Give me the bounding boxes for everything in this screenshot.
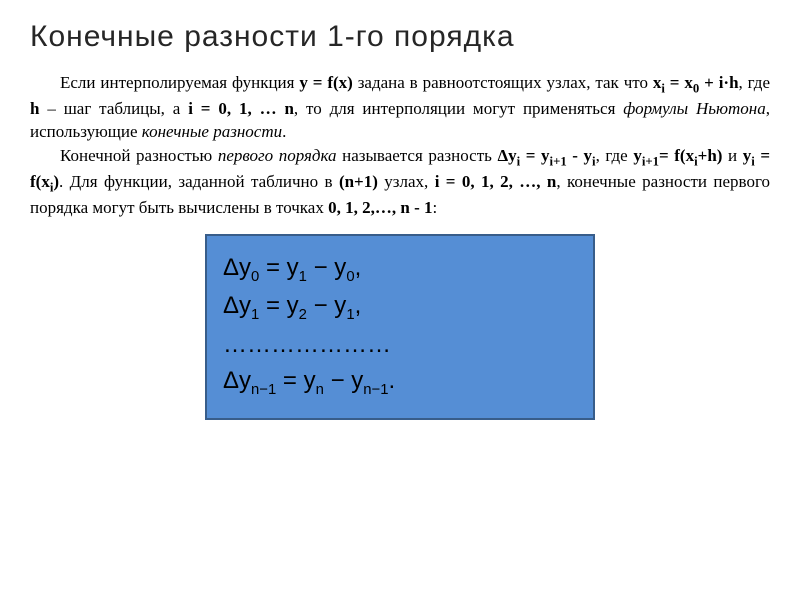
formula-line-2: Δy1 = y2 − y1, (223, 292, 577, 323)
formula-text: i = 0, 1, 2, …, n (435, 172, 557, 191)
formula-text: 0, 1, 2,…, n - 1 (328, 198, 432, 217)
formula-line-1: Δy0 = y1 − y0, (223, 254, 577, 285)
italic-text: первого порядка (218, 146, 337, 165)
formula-text: i = 0, 1, … n (188, 99, 294, 118)
text: , где (596, 146, 634, 165)
formula-box: Δy0 = y1 − y0, Δy1 = y2 − y1, ………………… Δy… (205, 234, 595, 420)
text: . (282, 122, 286, 141)
text: Конечной разностью (60, 146, 218, 165)
formula-text: y = f(x) (299, 73, 352, 92)
paragraph-2: Конечной разностью первого порядка назыв… (30, 145, 770, 219)
text: Если интерполируемая функция (60, 73, 299, 92)
slide-title: Конечные разности 1-го порядка (30, 20, 770, 54)
text: , то для интерполяции могут применяться (294, 99, 623, 118)
formula-text: Δyi = yi+1 - yi (497, 146, 595, 165)
paragraph-1: Если интерполируемая функция y = f(x) за… (30, 72, 770, 143)
text: , где (739, 73, 770, 92)
text: задана в равноотстоящих узлах, так что (353, 73, 653, 92)
italic-text: формулы Ньютона (623, 99, 765, 118)
formula-text: (n+1) (339, 172, 378, 191)
text: называется разность (337, 146, 498, 165)
formula-line-3: Δyn−1 = yn − yn−1. (223, 367, 577, 398)
text: . Для функции, заданной таблично в (59, 172, 339, 191)
text: – шаг таблицы, а (39, 99, 188, 118)
formula-text: xi = x0 + i·h (653, 73, 739, 92)
text: и (722, 146, 742, 165)
formula-text: yi+1= f(xi+h) (633, 146, 722, 165)
text: узлах, (378, 172, 435, 191)
formula-dots: ………………… (223, 331, 577, 359)
text: : (432, 198, 437, 217)
italic-text: конечные разности (142, 122, 282, 141)
